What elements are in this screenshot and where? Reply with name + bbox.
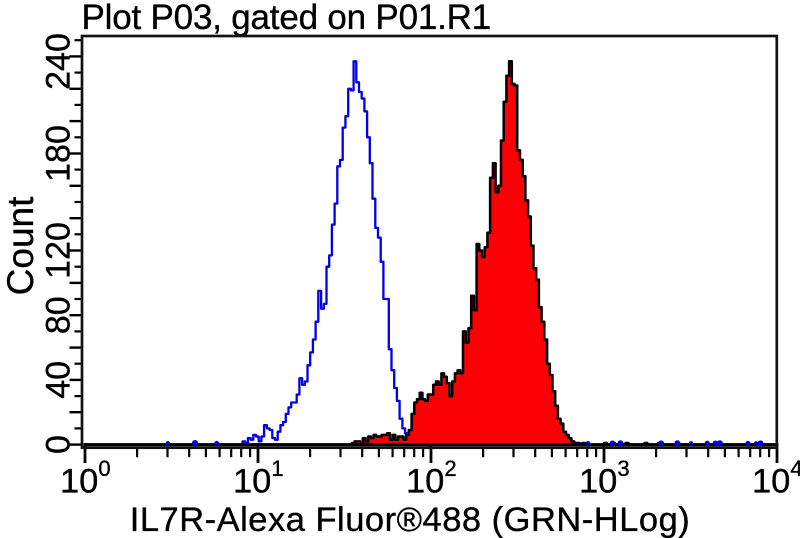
svg-text:IL7R-Alexa Fluor®488 (GRN-HLog: IL7R-Alexa Fluor®488 (GRN-HLog): [130, 501, 691, 538]
svg-text:240: 240: [40, 33, 78, 90]
svg-text:103: 103: [579, 456, 630, 501]
svg-text:80: 80: [40, 296, 78, 334]
svg-text:0: 0: [40, 435, 78, 454]
svg-text:40: 40: [40, 361, 78, 399]
svg-text:180: 180: [40, 125, 78, 182]
svg-text:Plot P03, gated on P01.R1: Plot P03, gated on P01.R1: [82, 0, 491, 37]
svg-text:Count: Count: [0, 196, 41, 295]
svg-text:120: 120: [40, 222, 78, 279]
